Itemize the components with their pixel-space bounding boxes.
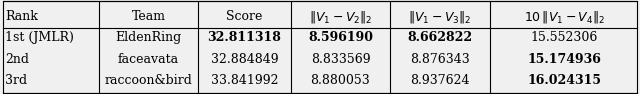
Text: 32.811318: 32.811318: [207, 31, 282, 44]
Text: 8.833569: 8.833569: [310, 53, 371, 66]
Text: 8.876343: 8.876343: [410, 53, 470, 66]
Text: 32.884849: 32.884849: [211, 53, 278, 66]
Text: 8.937624: 8.937624: [410, 74, 469, 87]
Text: faceavata: faceavata: [118, 53, 179, 66]
Text: EldenRing: EldenRing: [115, 31, 182, 44]
Text: Score: Score: [227, 10, 262, 23]
Text: 15.174936: 15.174936: [527, 53, 602, 66]
Text: 2nd: 2nd: [5, 53, 29, 66]
Text: Rank: Rank: [5, 10, 38, 23]
Text: $\|V_1 - V_3\|_2$: $\|V_1 - V_3\|_2$: [408, 9, 472, 25]
Text: raccoon&bird: raccoon&bird: [104, 74, 193, 87]
Text: Team: Team: [131, 10, 166, 23]
Text: 8.880053: 8.880053: [310, 74, 371, 87]
Text: 8.662822: 8.662822: [407, 31, 472, 44]
Text: 1st (JMLR): 1st (JMLR): [5, 31, 74, 44]
Text: 15.552306: 15.552306: [531, 31, 598, 44]
Text: 8.596190: 8.596190: [308, 31, 373, 44]
Text: $\|V_1 - V_2\|_2$: $\|V_1 - V_2\|_2$: [308, 9, 372, 25]
Text: 33.841992: 33.841992: [211, 74, 278, 87]
Text: 3rd: 3rd: [5, 74, 28, 87]
Text: $10\,\|V_1 - V_4\|_2$: $10\,\|V_1 - V_4\|_2$: [524, 9, 605, 25]
Text: 16.024315: 16.024315: [527, 74, 602, 87]
